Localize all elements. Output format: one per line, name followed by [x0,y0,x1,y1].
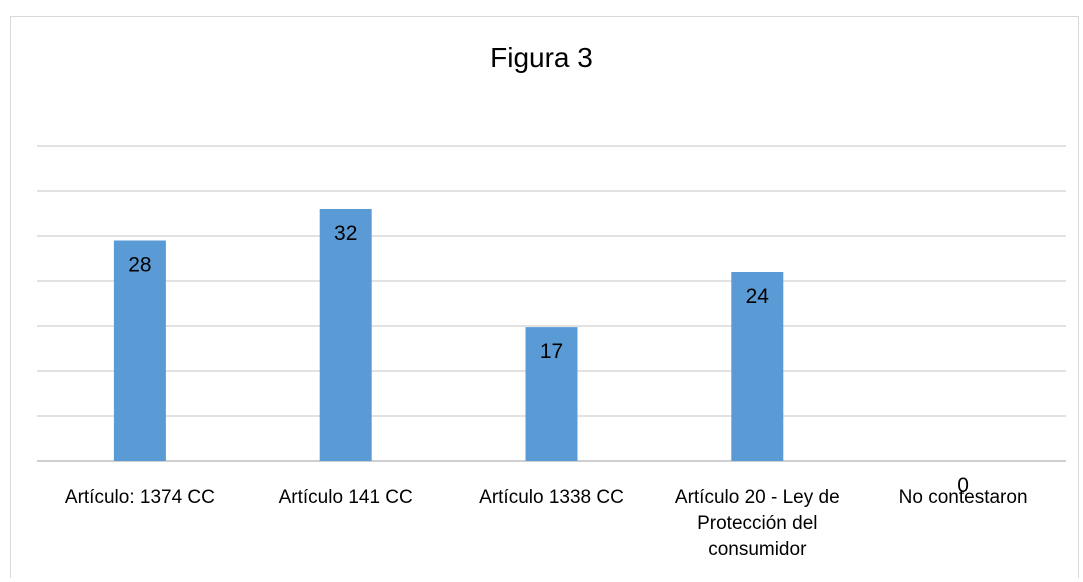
x-tick-label: consumidor [708,539,807,560]
x-tick-label: Artículo 141 CC [279,487,413,508]
x-tick-label: Artículo 1338 CC [479,487,624,508]
bar [113,240,166,461]
data-label: 17 [540,340,563,363]
bar [731,272,784,461]
chart-title: Figura 3 [490,42,593,73]
data-label: 24 [746,285,770,308]
bar [525,327,578,461]
data-label: 28 [128,254,151,277]
x-tick-label: Protección del [697,513,817,534]
data-label: 32 [334,222,357,245]
chart-frame [10,16,1079,578]
x-tick-label: No contestaron [899,487,1028,508]
data-label: 0 [957,474,969,497]
x-tick-label: Artículo 20 - Ley de [675,487,840,508]
bar [319,209,372,461]
x-tick-label: Artículo: 1374 CC [65,487,215,508]
